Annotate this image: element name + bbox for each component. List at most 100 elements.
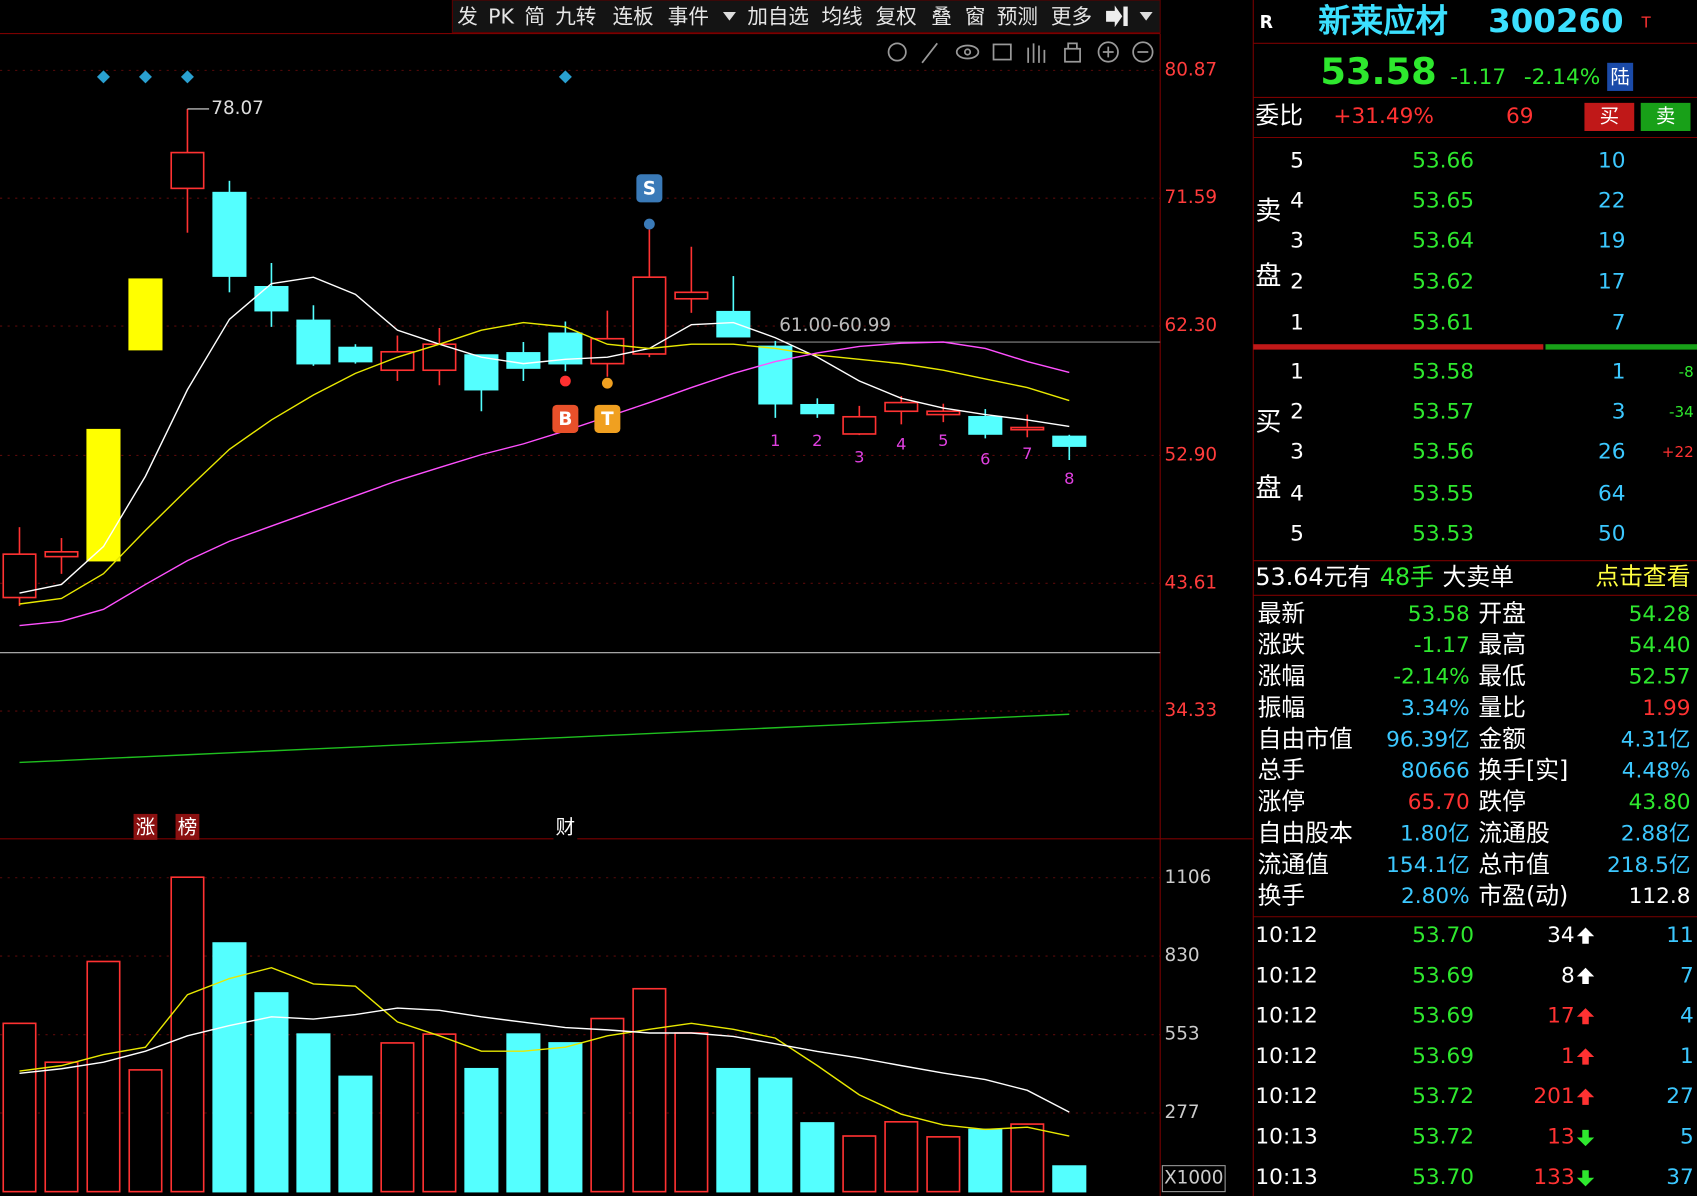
tick-time: 10:12 <box>1255 1044 1317 1069</box>
range-label: 61.00-60.99 <box>779 315 891 336</box>
stat-value: 4.31亿 <box>1621 727 1691 752</box>
dropdown-icon[interactable] <box>722 11 736 21</box>
price: 53.62 <box>1412 270 1474 295</box>
stat-label: 振幅 <box>1258 693 1306 721</box>
stat-label: 换手 <box>1258 882 1306 910</box>
level: 4 <box>1290 188 1304 213</box>
toolbar-item[interactable]: 事件 <box>668 4 709 28</box>
change: -1.17 <box>1450 65 1506 90</box>
unit-box <box>1161 1165 1226 1193</box>
toolbar-item[interactable]: 窗 <box>965 4 986 28</box>
toolbar-item[interactable]: 叠 <box>931 4 952 28</box>
volume-bar <box>212 942 247 1193</box>
toolbar-item[interactable]: PK <box>488 4 514 28</box>
tick-volume: 13 <box>1547 1125 1575 1150</box>
count-label: 2 <box>812 431 822 450</box>
volume: 22 <box>1598 188 1626 213</box>
volume-ma-line <box>19 1007 1070 1113</box>
tick-count: 1 <box>1680 1044 1694 1069</box>
tick-count: 7 <box>1680 963 1694 988</box>
price: 53.61 <box>1412 311 1474 336</box>
badge-dot <box>559 375 571 387</box>
volume: 1 <box>1612 359 1626 384</box>
tool-icons[interactable] <box>887 41 1154 64</box>
big-order-part: 元有 <box>1324 562 1372 590</box>
stat-label: 自由市值 <box>1258 725 1353 753</box>
big-order-part: 53.64 <box>1255 562 1323 590</box>
candle-body <box>632 276 667 355</box>
level: 3 <box>1290 228 1304 253</box>
signal-diamond <box>558 70 572 84</box>
tick-arrow <box>1576 1088 1595 1105</box>
sell-button[interactable]: 卖 <box>1656 104 1675 127</box>
candle-body <box>296 319 331 365</box>
tick-arrow <box>1576 1170 1595 1187</box>
buy-button-bg[interactable] <box>1584 102 1635 132</box>
volume-bar <box>170 876 205 1193</box>
ratio-bar-sell <box>1545 344 1697 350</box>
badge: B <box>558 409 572 430</box>
level: 2 <box>1290 270 1304 295</box>
signal-diamond <box>180 70 194 84</box>
candle-body <box>338 346 373 363</box>
stat-value: 96.39亿 <box>1386 727 1470 752</box>
toolbar-item[interactable]: 更多 <box>1051 4 1092 28</box>
volume-bar <box>464 1067 499 1193</box>
y-tick-label: 80.87 <box>1165 59 1218 80</box>
buy-button[interactable]: 买 <box>1600 104 1619 127</box>
sell-button-bg[interactable] <box>1640 102 1691 132</box>
tick-time: 10:12 <box>1255 963 1317 988</box>
link[interactable]: 点击查看 <box>1595 562 1690 590</box>
event-label: 财 <box>556 815 575 838</box>
stat-value: 4.48% <box>1622 759 1691 784</box>
level: 5 <box>1290 148 1304 173</box>
event-bg <box>175 813 200 840</box>
toolbar-item[interactable]: 复权 <box>876 4 917 28</box>
event-bg <box>553 813 578 840</box>
stat-label: 涨跌 <box>1258 631 1306 659</box>
toolbar-item[interactable]: 九转 <box>555 4 596 28</box>
price: 53.56 <box>1412 439 1474 464</box>
ma-line <box>19 713 1070 764</box>
toolbar-bg <box>451 0 1161 34</box>
volume-bar <box>674 1032 709 1193</box>
tick-count: 4 <box>1680 1004 1694 1029</box>
volume-bar <box>548 1042 583 1193</box>
stat-value: 154.1亿 <box>1386 853 1470 878</box>
candle-body <box>758 345 793 405</box>
toolbar-item[interactable]: 发 <box>457 4 478 28</box>
dropdown-icon[interactable] <box>1139 11 1153 21</box>
flag: T <box>1641 13 1652 31</box>
price: 53.58 <box>1412 359 1474 384</box>
volume: 7 <box>1612 311 1626 336</box>
level: 1 <box>1290 359 1304 384</box>
signal-diamond <box>138 70 152 84</box>
badge-bg <box>594 404 621 433</box>
toolbar-item[interactable]: 预测 <box>997 4 1038 28</box>
volume-bar <box>506 1033 541 1193</box>
exit-icon[interactable] <box>1106 5 1128 28</box>
toolbar-item[interactable]: 连板 <box>613 4 654 28</box>
candle-body <box>716 310 751 338</box>
stat-value: 218.5亿 <box>1607 853 1691 878</box>
toolbar-item[interactable]: 均线 <box>821 4 862 28</box>
volume-bar <box>716 1067 751 1193</box>
volume: 64 <box>1598 482 1626 507</box>
tick-volume: 201 <box>1533 1084 1574 1109</box>
count-label: 5 <box>938 431 948 450</box>
badge-dot <box>643 218 655 230</box>
tick-price: 53.72 <box>1412 1125 1474 1150</box>
toolbar-item[interactable]: 加自选 <box>747 4 809 28</box>
volume: 10 <box>1598 148 1626 173</box>
event-label: 涨 <box>136 815 155 838</box>
y-tick-label: 52.90 <box>1165 444 1218 465</box>
volume-bar <box>632 987 667 1193</box>
count-label: 3 <box>854 447 864 466</box>
level: 3 <box>1290 439 1304 464</box>
market-badge: 陆 <box>1610 65 1629 88</box>
stat-value: 2.88亿 <box>1621 821 1691 846</box>
volume-bar <box>884 1121 919 1193</box>
badge-bg <box>636 174 663 203</box>
toolbar-item[interactable]: 简 <box>524 4 545 28</box>
